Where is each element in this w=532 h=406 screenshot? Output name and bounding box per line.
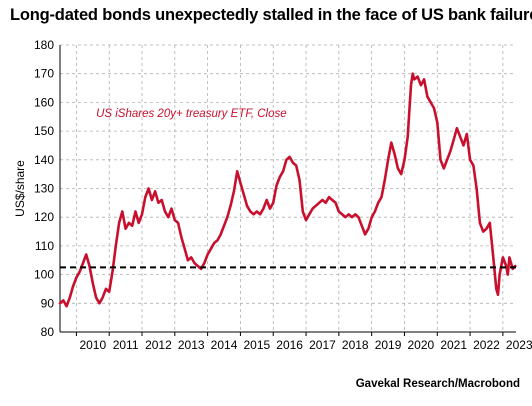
x-tick-label: 2018 [342,338,369,352]
y-tick-label: 100 [34,268,54,282]
x-tick-label: 2013 [178,338,205,352]
y-tick-label: 130 [34,182,54,196]
series-layer [58,72,517,308]
x-tick-label: 2017 [309,338,336,352]
chart-title: Long-dated bonds unexpectedly stalled in… [10,6,532,24]
y-tick-label: 150 [34,124,54,138]
x-tick-label: 2010 [79,338,106,352]
y-axis-title: US$/share [13,160,27,217]
x-tick-label: 2015 [243,338,270,352]
label-layer: US$/share US iShares 20y+ treasury ETF, C… [13,108,287,217]
y-tick-label: 80 [41,325,55,339]
y-tick-label: 180 [34,38,54,52]
y-tick-label: 120 [34,210,54,224]
x-tick-label: 2021 [440,338,467,352]
source-credit: Gavekal Research/Macrobond [355,378,520,390]
plot-frame [59,45,516,336]
y-axis-tick-labels: 80 90 100 110 120 130 140 150 160 170 180 [34,38,54,339]
x-tick-label: 2023 [506,338,532,352]
y-tick-label: 90 [41,296,55,310]
x-tick-label: 2011 [113,338,139,352]
x-tick-label: 2019 [375,338,402,352]
x-tick-label: 2014 [211,338,238,352]
y-tick-label: 110 [35,239,54,253]
x-tick-label: 2012 [145,338,172,352]
x-tick-label: 2020 [408,338,435,352]
series-label: US iShares 20y+ treasury ETF, Close [96,108,287,120]
x-tick-label: 2022 [473,338,500,352]
x-axis-tick-labels: 2010 2011 2012 2013 2014 2015 2016 2017 2018 2019… [79,338,532,352]
y-tick-label: 140 [34,153,54,167]
gridlines [60,44,516,332]
y-tick-label: 170 [34,67,54,81]
x-tick-label: 2016 [276,338,303,352]
y-tick-label: 160 [34,95,54,109]
series-line-ishares-20y [58,72,517,308]
